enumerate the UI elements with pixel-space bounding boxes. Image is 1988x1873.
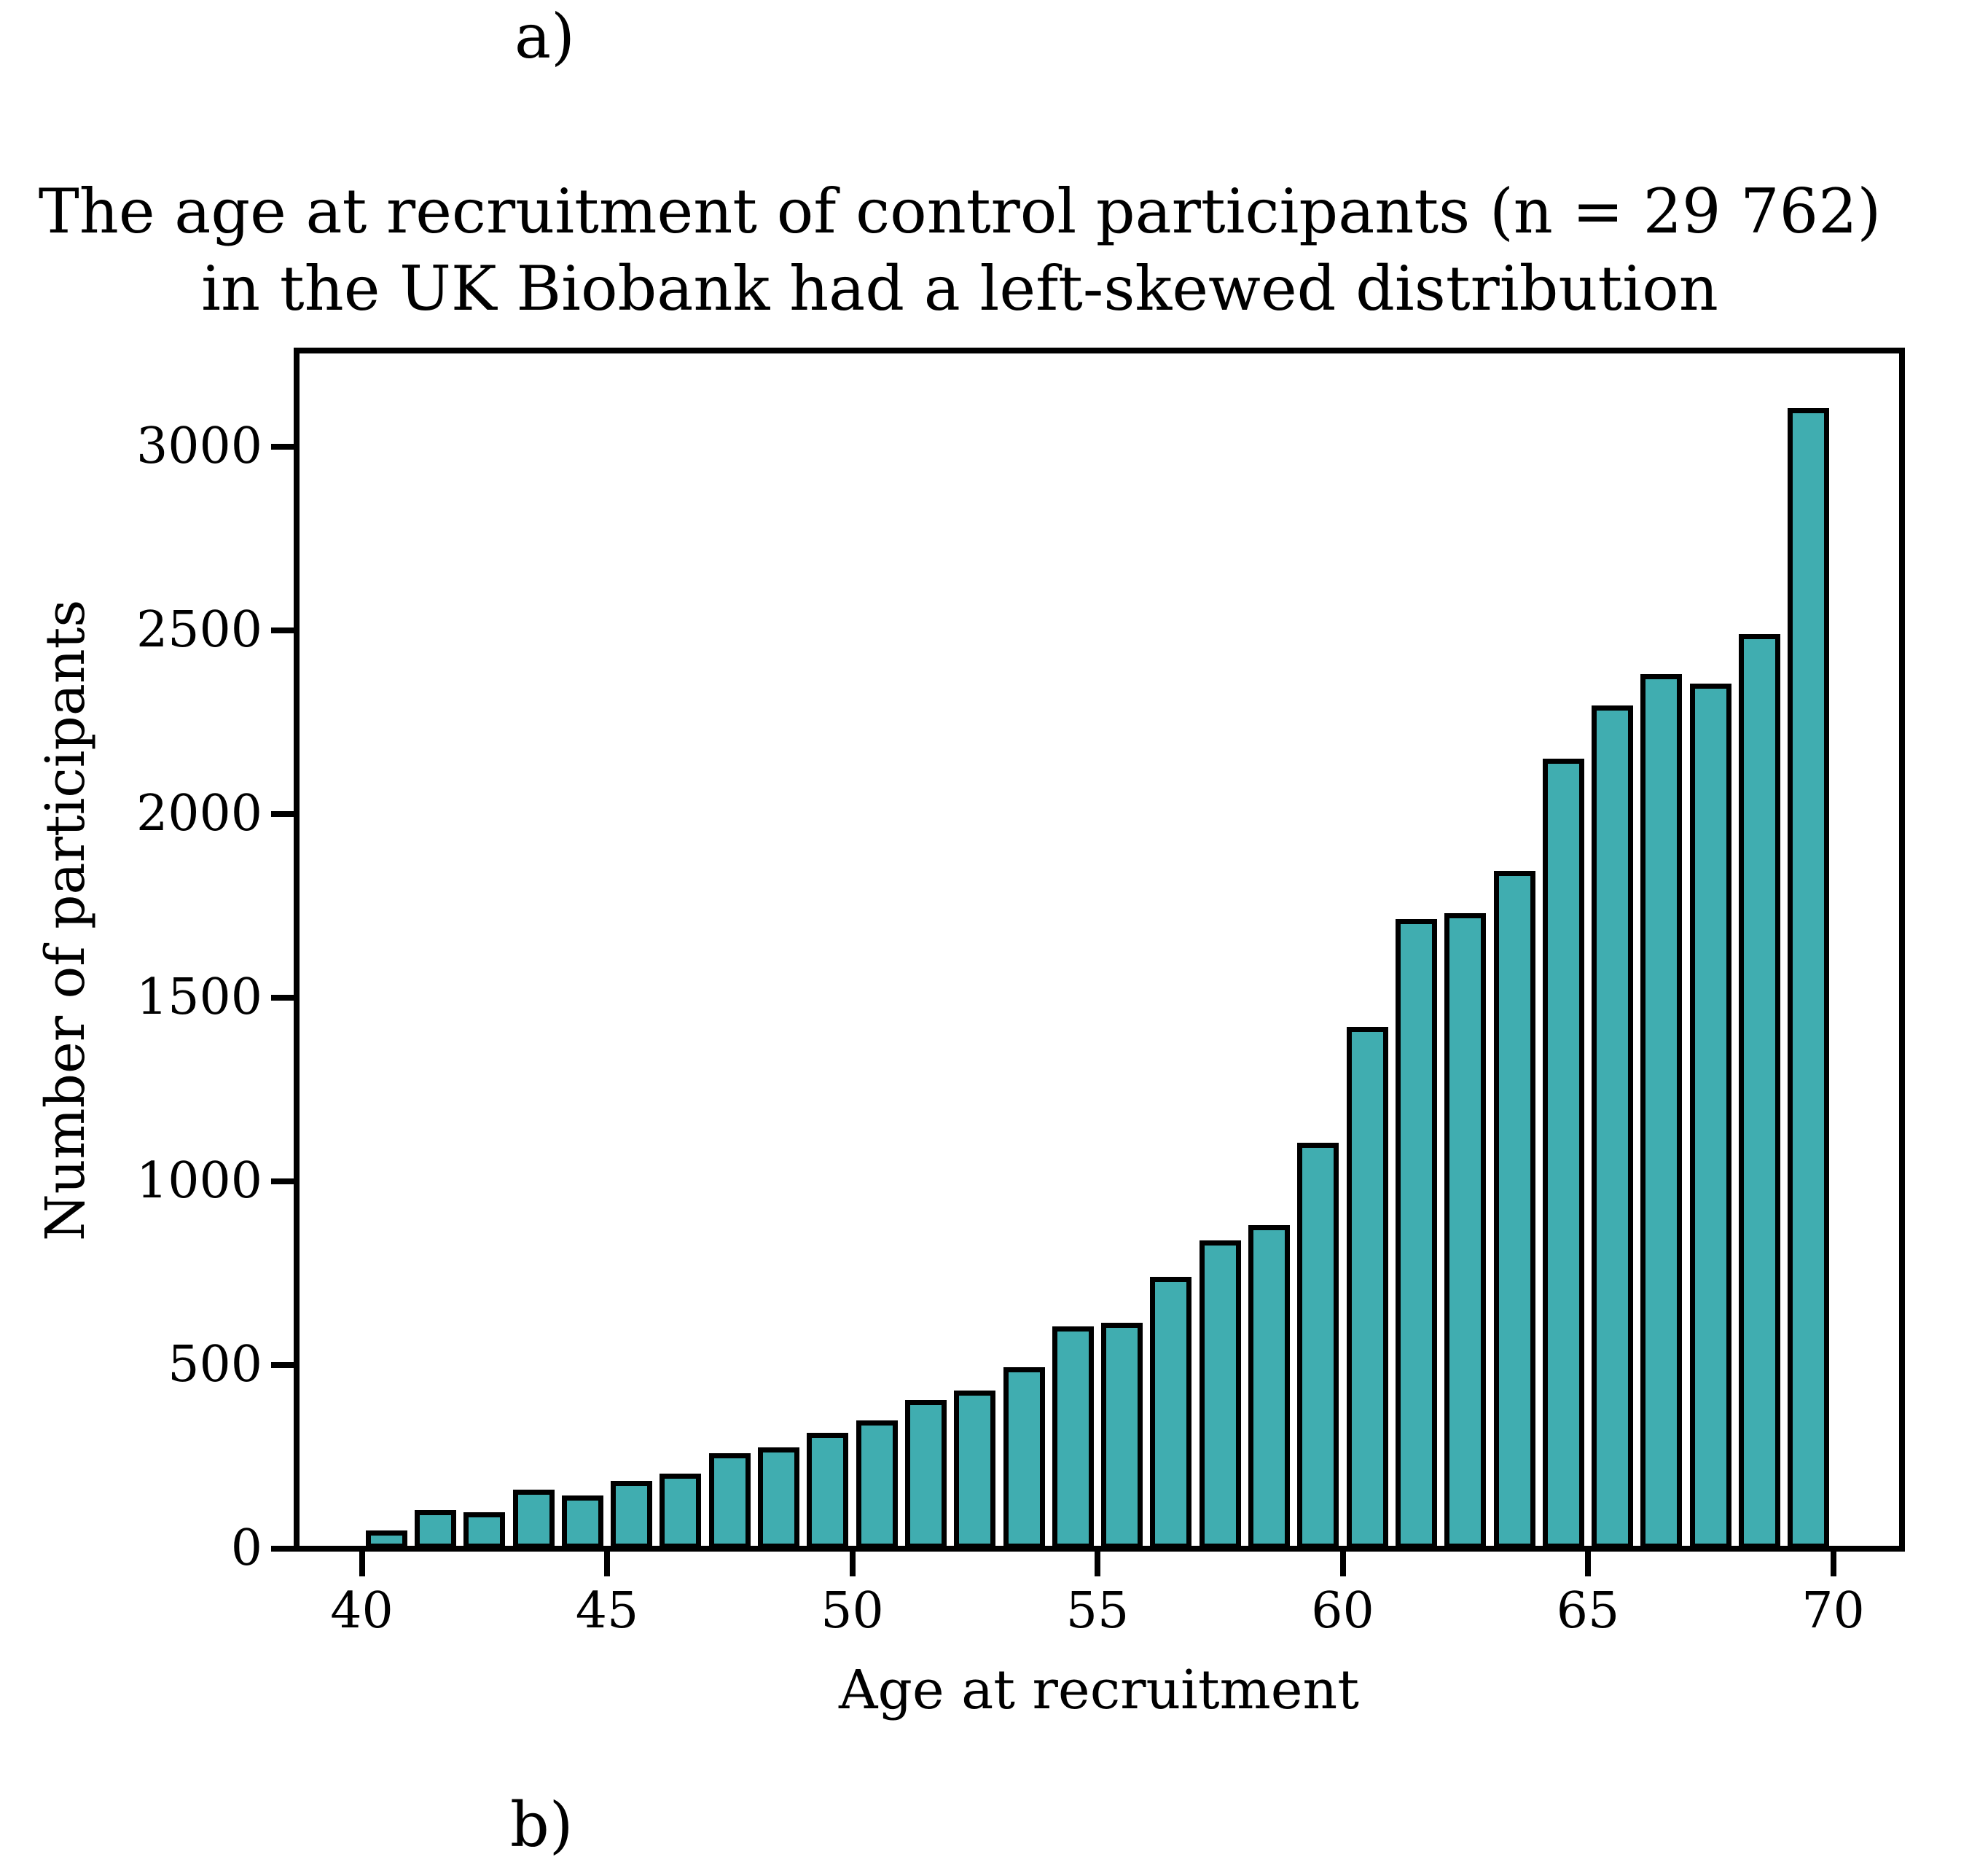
y-tick-mark (271, 811, 297, 817)
histogram-bar (1689, 684, 1731, 1549)
x-tick-mark (359, 1549, 365, 1576)
x-tick-mark (1095, 1549, 1100, 1576)
y-tick-label: 2500 (136, 601, 262, 659)
y-tick-label: 1500 (136, 969, 262, 1026)
histogram-bar (463, 1512, 506, 1549)
x-tick-mark (1339, 1549, 1346, 1576)
y-tick-label: 1000 (136, 1152, 262, 1210)
histogram-bar (1640, 674, 1683, 1549)
x-tick-label: 55 (1065, 1582, 1130, 1640)
x-tick-label: 70 (1801, 1582, 1865, 1640)
histogram-bar (1101, 1323, 1143, 1549)
chart-title-line2: in the UK Biobank had a left-skewed dist… (201, 252, 1718, 324)
panel-label-a: a) (514, 1, 575, 72)
y-axis-label: Number of participants (34, 599, 97, 1241)
chart-title-line1: The age at recruitment of control partic… (38, 176, 1882, 247)
x-tick-mark (1585, 1549, 1591, 1576)
histogram-bar (708, 1453, 751, 1549)
y-tick-mark (271, 995, 297, 1001)
histogram-bar (365, 1530, 407, 1549)
histogram-bar (758, 1447, 800, 1549)
x-tick-label: 60 (1311, 1582, 1374, 1640)
histogram-bar (512, 1490, 555, 1549)
x-tick-label: 45 (575, 1582, 639, 1640)
histogram-bar (1297, 1143, 1339, 1549)
histogram-bar (856, 1420, 898, 1549)
y-tick-label: 0 (230, 1520, 262, 1577)
histogram-bar (1739, 634, 1781, 1549)
histogram-bar (954, 1391, 996, 1549)
histogram-bar (1592, 705, 1634, 1549)
x-tick-label: 40 (330, 1582, 394, 1640)
y-tick-mark (271, 1178, 297, 1184)
y-tick-mark (271, 444, 297, 450)
histogram-bar (904, 1400, 947, 1549)
histogram-bar (1003, 1367, 1045, 1549)
x-tick-mark (1830, 1549, 1836, 1576)
plot-area (294, 348, 1905, 1552)
histogram-bar (1150, 1277, 1192, 1549)
chart-title: The age at recruitment of control partic… (39, 173, 1882, 328)
x-tick-label: 65 (1556, 1582, 1620, 1640)
histogram-bar (1248, 1225, 1291, 1549)
x-tick-mark (604, 1549, 610, 1576)
y-tick-label: 2000 (136, 785, 262, 842)
y-tick-mark (271, 1362, 297, 1368)
histogram-bar (1346, 1027, 1388, 1549)
y-tick-mark (271, 1546, 297, 1552)
y-tick-mark (271, 627, 297, 633)
histogram-bar (1493, 871, 1535, 1549)
histogram-bar (1199, 1240, 1241, 1549)
histogram-bar (1052, 1326, 1094, 1549)
histogram-bar (660, 1474, 702, 1549)
x-axis-label: Age at recruitment (839, 1659, 1359, 1721)
histogram-bar (1395, 919, 1437, 1549)
histogram-bar (1444, 913, 1487, 1549)
histogram-bar (807, 1433, 849, 1549)
x-tick-label: 50 (821, 1582, 884, 1640)
y-tick-label: 3000 (136, 418, 262, 475)
y-tick-label: 500 (168, 1336, 262, 1393)
histogram-bar (561, 1495, 603, 1549)
histogram-bar (611, 1481, 653, 1549)
histogram-bar (414, 1510, 456, 1549)
histogram-bar (1788, 408, 1830, 1549)
panel-label-b: b) (510, 1789, 574, 1861)
x-tick-mark (849, 1549, 856, 1576)
histogram-bar (1542, 759, 1584, 1549)
